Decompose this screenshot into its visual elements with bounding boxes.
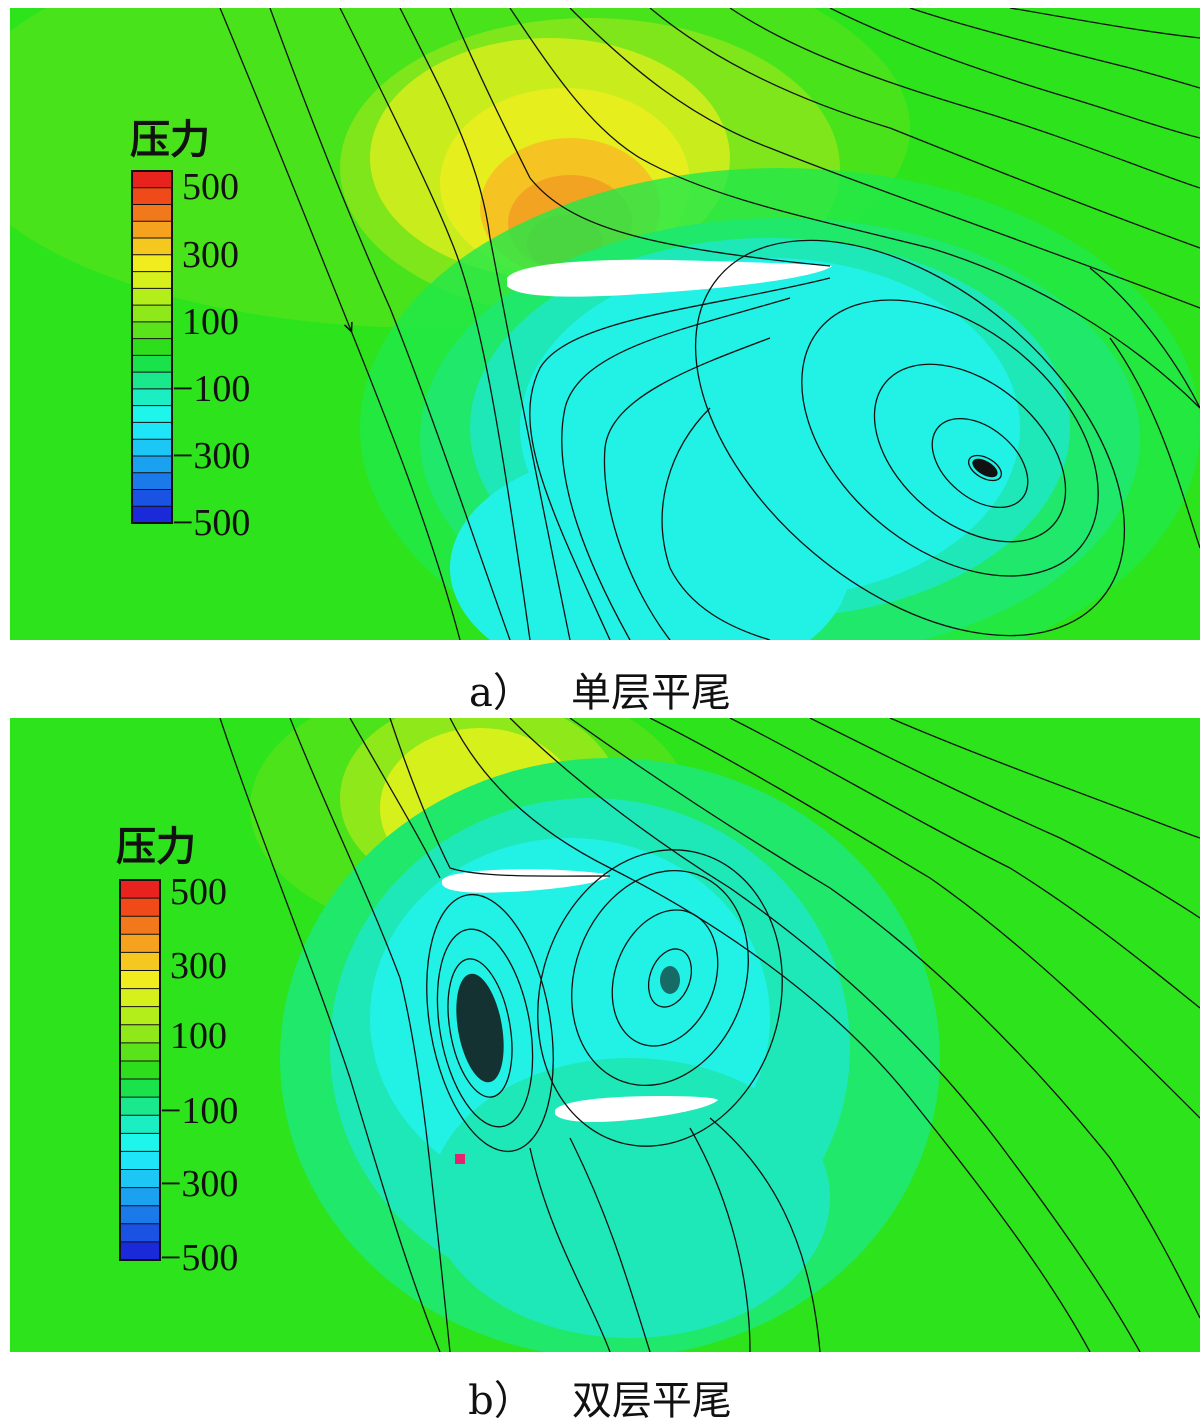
legend-color-band	[120, 1006, 160, 1026]
caption-b-text: 双层平尾	[571, 1378, 732, 1424]
legend-color-band	[120, 1133, 160, 1152]
legend-color-band	[120, 988, 160, 1008]
legend-color-band	[120, 898, 160, 917]
legend-color-band	[120, 1187, 160, 1207]
legend-color-band	[132, 271, 172, 289]
legend-border	[119, 879, 161, 1261]
vortex-core-b-left	[456, 973, 504, 1083]
pressure-contour-panel-b: 压力 500 300 100 −100 −300 −500	[10, 718, 1200, 1352]
pressure-field-a: 压力 500 300 100 −100 −300 −500	[10, 8, 1200, 640]
legend-color-band	[132, 204, 172, 222]
legend-color-band	[120, 1097, 160, 1116]
legend-color-band	[120, 1115, 160, 1134]
legend-color-band	[132, 489, 172, 507]
marker-square	[455, 1154, 465, 1164]
legend-color-band	[132, 305, 172, 323]
legend-color-band	[132, 288, 172, 306]
legend-color-band	[120, 1024, 160, 1044]
legend-color-band	[120, 916, 160, 935]
pressure-contour-panel-a: 压力 500 300 100 −100 −300 −500	[10, 8, 1200, 640]
horizontal-tail-airfoil	[507, 259, 832, 297]
legend-color-band	[120, 1169, 160, 1189]
upper-horizontal-tail-airfoil	[442, 869, 610, 893]
pressure-legend-a	[131, 170, 173, 524]
legend-color-band	[132, 506, 172, 524]
legend-color-band	[132, 455, 172, 474]
legend-color-band	[132, 171, 172, 189]
legend-color-band	[132, 338, 172, 356]
vortex-core-b-right	[660, 966, 680, 994]
legend-color-band	[132, 372, 172, 390]
legend-tick-minus-100: −100	[160, 1090, 238, 1132]
vortex-core-a	[972, 458, 998, 478]
legend-tick-100: 100	[182, 301, 239, 343]
legend-color-band	[132, 321, 172, 340]
legend-tick-minus-300: −300	[160, 1163, 238, 1205]
legend-tick-500: 500	[182, 166, 239, 208]
legend-color-band	[132, 254, 172, 273]
legend-color-band	[132, 187, 172, 206]
legend-color-band	[132, 472, 172, 490]
legend-tick-300: 300	[182, 234, 239, 276]
legend-color-band	[120, 970, 160, 990]
legend-color-band	[120, 1042, 160, 1062]
legend-color-band	[132, 388, 172, 407]
legend-color-band	[120, 1079, 160, 1098]
legend-color-band	[120, 1205, 160, 1225]
legend-color-band	[132, 238, 172, 256]
legend-border	[131, 170, 173, 524]
streamlines	[219, 718, 1200, 1352]
legend-color-band	[120, 1223, 160, 1243]
legend-tick-100: 100	[170, 1015, 227, 1057]
lower-horizontal-tail-airfoil	[555, 1096, 718, 1122]
legend-tick-minus-500: −500	[172, 502, 250, 544]
legend-color-band	[120, 1060, 160, 1080]
caption-a: a） 单层平尾	[0, 660, 1200, 718]
legend-title: 压力	[130, 117, 210, 163]
legend-tick-300: 300	[170, 945, 227, 987]
pressure-legend-b	[119, 879, 161, 1261]
legend-title: 压力	[116, 824, 196, 870]
legend-color-band	[120, 1241, 160, 1261]
legend-tick-500: 500	[170, 871, 227, 913]
legend-tick-minus-100: −100	[172, 368, 250, 410]
legend-color-band	[132, 439, 172, 457]
legend-tick-minus-500: −500	[160, 1237, 238, 1279]
caption-a-text: 单层平尾	[571, 670, 731, 716]
legend-color-band	[132, 422, 172, 440]
caption-a-letter: a）	[468, 670, 533, 716]
legend-color-band	[132, 405, 172, 423]
legend-color-band	[132, 221, 172, 239]
legend-color-band	[120, 952, 160, 971]
streamlines	[219, 8, 1200, 640]
caption-b-letter: b）	[468, 1378, 534, 1424]
legend-color-band	[120, 1151, 160, 1171]
pressure-field-b: 压力 500 300 100 −100 −300 −500	[10, 718, 1200, 1352]
caption-b: b） 双层平尾	[0, 1368, 1200, 1426]
legend-color-band	[132, 355, 172, 373]
legend-color-band	[120, 934, 160, 953]
legend-color-band	[120, 880, 160, 899]
legend-tick-minus-300: −300	[172, 435, 250, 477]
